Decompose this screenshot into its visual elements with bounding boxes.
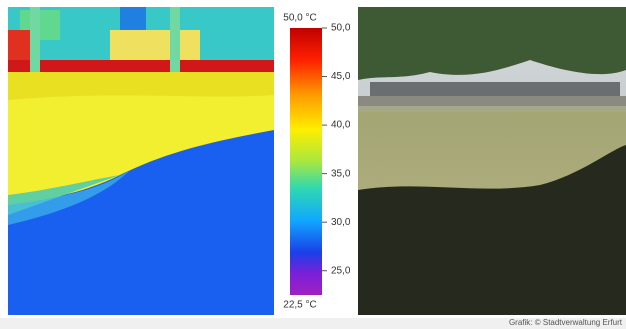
page: 50,0 °C 22,5 °C Grafik: © Stadtverwaltun… <box>0 0 626 329</box>
colorbar-tick-label: 35,0 <box>331 168 351 179</box>
colorbar <box>290 28 322 295</box>
photo <box>358 7 626 315</box>
colorbar-tick-label: 30,0 <box>331 217 351 228</box>
colorbar-tick-label: 45,0 <box>331 71 351 82</box>
thermal-image <box>8 7 274 315</box>
credit: Grafik: © Stadtverwaltung Erfurt <box>509 318 623 327</box>
colorbar-tick-label: 50,0 <box>331 23 351 34</box>
colorbar-tick-label: 25,0 <box>331 265 351 276</box>
colorbar-tick-label: 40,0 <box>331 120 351 131</box>
colorbar-max-label: 50,0 °C <box>283 13 316 24</box>
colorbar-min-label: 22,5 °C <box>283 300 316 311</box>
